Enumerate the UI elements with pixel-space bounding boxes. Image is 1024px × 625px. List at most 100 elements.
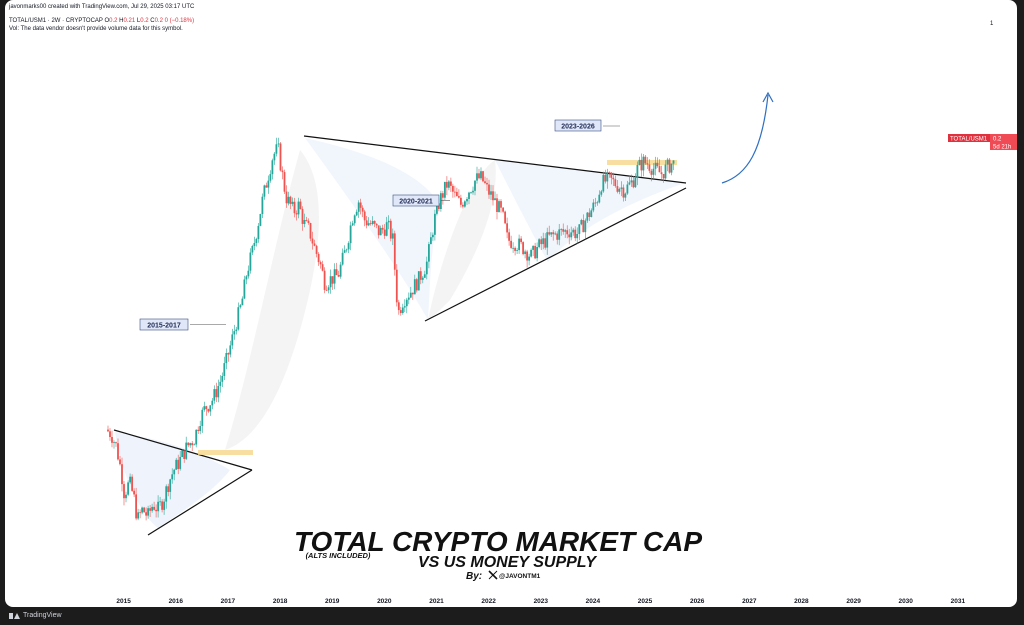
candle-down [155, 509, 157, 512]
candle-down [135, 494, 137, 519]
candle-up [195, 429, 198, 445]
breakout-zone-2016 [198, 450, 253, 455]
projection-curve [721, 94, 769, 184]
candle-down [650, 170, 653, 175]
candle-up [664, 164, 667, 179]
candle-down [500, 201, 502, 208]
candle-up [261, 196, 264, 214]
ohlc-close-label: C [150, 18, 155, 24]
candle-up [620, 187, 623, 189]
overlay-by: By: [466, 571, 482, 582]
candle-down [307, 220, 310, 223]
candle-up [231, 334, 234, 346]
candle-up [251, 246, 254, 253]
price-chart[interactable]: 2015-2017 2020-2021 2023-2026 TOTAL/USM1… [0, 0, 1024, 607]
candle-up [247, 270, 250, 277]
candle-up [287, 196, 290, 204]
candle-up [592, 202, 595, 211]
annotation-2015-2017[interactable]: 2015-2017 [139, 318, 226, 331]
candle-down [331, 276, 334, 284]
candle-up [171, 474, 174, 480]
candle-up [241, 298, 244, 306]
candle-up [436, 203, 438, 214]
candle-up [576, 234, 579, 239]
upper-trendline-2018 [303, 135, 687, 184]
candle-up [472, 190, 474, 193]
candle-up [413, 279, 416, 295]
candle-down [397, 302, 400, 311]
candle-down [121, 464, 123, 485]
candle-up [596, 202, 599, 204]
candle-down [107, 429, 109, 432]
footer-brand[interactable]: TradingView [9, 612, 62, 619]
candle-down [309, 223, 312, 239]
candle-down [508, 232, 510, 241]
candle-down [131, 476, 133, 491]
candle-down [454, 191, 456, 193]
candle-down [305, 220, 308, 221]
candle-down [115, 442, 117, 444]
candle-down [486, 182, 488, 185]
candle-up [235, 329, 238, 332]
candle-down [668, 159, 671, 173]
x-tick-label: 2031 [951, 598, 966, 605]
candle-up [165, 486, 168, 502]
candle-up [466, 199, 468, 202]
candle-down [632, 180, 635, 188]
ohlc-change: 0 (−0.18%) [164, 18, 195, 24]
candle-down [442, 193, 444, 198]
candle-up [169, 479, 172, 492]
candle-up [217, 386, 220, 398]
candle-up [277, 143, 280, 145]
overlay-handle: @JAVONTM1 [499, 573, 541, 580]
current-price-tag[interactable]: TOTAL/USM1 0.2 5d 21h [948, 134, 1017, 151]
candle-down [321, 264, 324, 271]
candle-up [606, 172, 609, 182]
candle-up [432, 234, 434, 238]
candle-down [544, 238, 547, 248]
candle-down [319, 262, 322, 265]
candle-up [590, 210, 593, 217]
bubble-2018-2020 [305, 138, 440, 320]
candle-up [468, 192, 470, 199]
candle-up [524, 251, 526, 254]
candle-down [660, 172, 663, 175]
candle-down [514, 247, 516, 251]
candle-down [548, 232, 551, 235]
symbol-legend[interactable]: TOTAL/USM1 · 2W · CRYPTOCAP O0.2 H0.21 L… [9, 18, 194, 24]
candle-up [189, 443, 192, 446]
candle-down [488, 184, 490, 195]
candle-down [299, 201, 302, 209]
candle-up [490, 191, 492, 195]
candle-up [239, 305, 242, 308]
candle-up [221, 376, 224, 382]
candle-down [504, 211, 506, 224]
candle-up [470, 192, 472, 194]
candle-down [311, 238, 314, 244]
candle-down [363, 211, 366, 221]
candle-down [458, 196, 460, 198]
candle-up [141, 507, 143, 513]
candle-up [516, 250, 518, 251]
candle-down [335, 269, 338, 275]
x-logo-icon [488, 570, 498, 580]
candle-up [430, 237, 432, 245]
candle-down [365, 220, 368, 226]
candle-up [407, 297, 410, 300]
candle-up [159, 501, 161, 503]
candle-up [666, 159, 669, 165]
annotation-2020-2021[interactable]: 2020-2021 [392, 194, 450, 207]
candle-up [602, 174, 605, 192]
overlay-subtitle: VS US MONEY SUPPLY [418, 554, 597, 571]
candle-up [351, 223, 354, 226]
x-tick-label: 2025 [638, 598, 653, 605]
candle-down [167, 486, 170, 492]
candle-up [385, 222, 388, 236]
candle-up [181, 450, 184, 457]
x-axis: 2015 2016 2017 2018 2019 2020 2021 2022 2023 2024… [116, 598, 965, 605]
candle-up [219, 381, 222, 386]
candle-down [608, 172, 611, 173]
annotation-2023-2026[interactable]: 2023-2026 [554, 119, 620, 132]
x-tick-label: 2017 [221, 598, 236, 605]
candle-up [113, 442, 115, 443]
